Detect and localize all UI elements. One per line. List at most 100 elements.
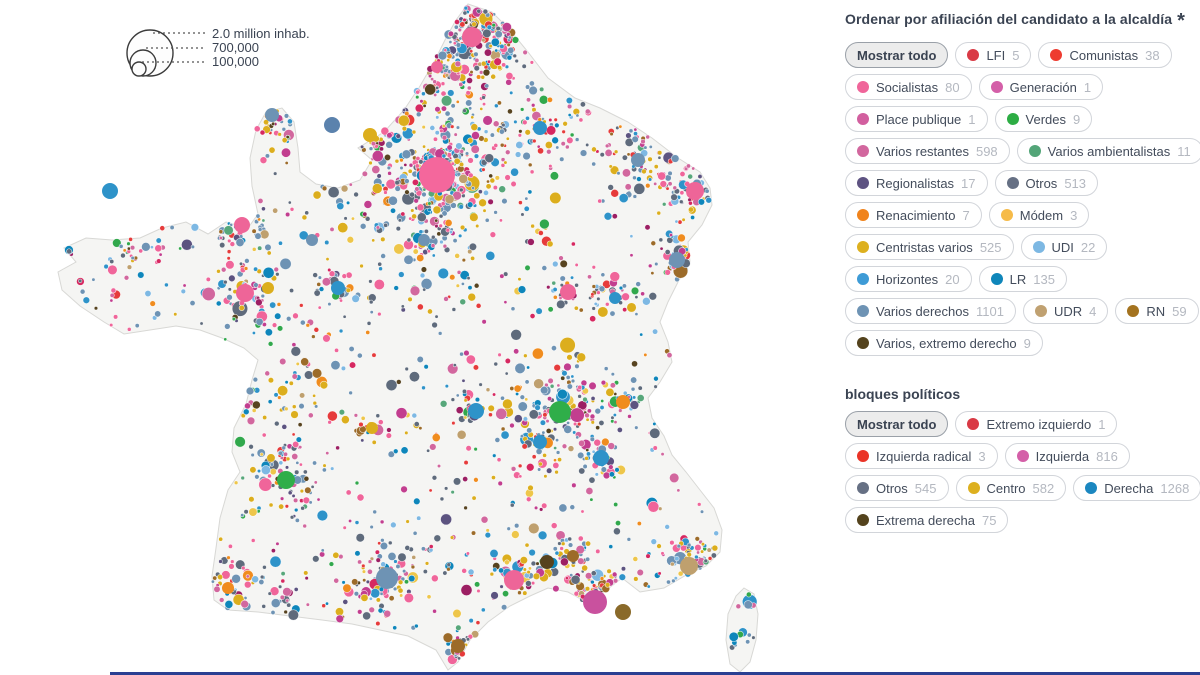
color-dot <box>1050 49 1063 61</box>
filter-pill-verdes[interactable]: Verdes 9 <box>994 106 1093 132</box>
filter-label: Centristas varios <box>876 239 973 255</box>
filter-pill-extremo-izquierdo[interactable]: Extremo izquierdo 1 <box>955 411 1118 437</box>
color-dot <box>1006 113 1019 125</box>
filter-count: 598 <box>975 143 998 159</box>
color-dot <box>857 450 869 462</box>
map-dots-canvas[interactable] <box>0 0 822 675</box>
filter-pill-otros[interactable]: Otros 545 <box>845 475 949 501</box>
filter-count: 59 <box>1172 303 1187 319</box>
filter-count: 75 <box>982 512 997 528</box>
blocks-filter-title: bloques políticos <box>845 386 961 402</box>
color-dot <box>857 209 869 221</box>
filter-pill-varios-derechos[interactable]: Varios derechos 1101 <box>845 298 1016 324</box>
filter-pill-regionalistas[interactable]: Regionalistas 17 <box>845 170 988 196</box>
filter-count: 1 <box>1098 416 1106 432</box>
filter-label: Derecha <box>1104 480 1154 496</box>
filter-label: LFI <box>986 47 1006 63</box>
filter-label: Comunistas <box>1069 47 1139 63</box>
filter-pill-comunistas[interactable]: Comunistas 38 <box>1038 42 1172 68</box>
filter-count: 582 <box>1032 480 1055 496</box>
filter-count: 545 <box>914 480 937 496</box>
color-dot <box>857 305 869 317</box>
filter-label: UDI <box>1051 239 1074 255</box>
color-dot <box>967 49 980 61</box>
color-dot <box>1085 482 1098 494</box>
color-dot <box>1016 450 1029 462</box>
color-dot <box>1034 305 1047 317</box>
filter-pill-socialistas[interactable]: Socialistas 80 <box>845 74 972 100</box>
color-dot <box>857 81 869 93</box>
filter-pill-place-publique[interactable]: Place publique 1 <box>845 106 988 132</box>
filter-count: 3 <box>1070 207 1078 223</box>
filter-count: 20 <box>945 271 960 287</box>
color-dot <box>857 273 869 285</box>
color-dot <box>1006 177 1019 189</box>
show-all-button[interactable]: Mostrar todo <box>845 42 949 68</box>
filter-pill-extrema-derecha[interactable]: Extrema derecha 75 <box>845 507 1009 533</box>
color-dot <box>1127 305 1140 317</box>
filter-pill-varios-extremo-derecho[interactable]: Varios, extremo derecho 9 <box>845 330 1043 356</box>
filter-count: 1 <box>1083 79 1092 95</box>
filter-pill-renacimiento[interactable]: Renacimiento 7 <box>845 202 982 228</box>
filter-pill-varios-ambientalistas[interactable]: Varios ambientalistas 11 <box>1016 138 1200 164</box>
filter-label: Izquierda <box>1035 448 1090 464</box>
color-dot <box>1000 209 1013 221</box>
filter-count: 135 <box>1033 271 1055 287</box>
filter-pill-derecha[interactable]: Derecha 1268 <box>1073 475 1200 501</box>
filter-label: Place publique <box>876 111 962 127</box>
filter-label: Regionalistas <box>876 175 955 191</box>
filter-pill-izquierda[interactable]: Izquierda 816 <box>1004 443 1130 469</box>
filter-count: 80 <box>945 79 960 95</box>
filter-count: 22 <box>1080 239 1096 255</box>
france-bubble-map: 2.0 million inhab. 700,000 100,000 <box>0 0 822 675</box>
filter-label: Renacimiento <box>876 207 956 223</box>
filter-pill-varios-restantes[interactable]: Varios restantes 598 <box>845 138 1010 164</box>
filter-label: Módem <box>1019 207 1064 223</box>
filter-count: 17 <box>961 175 976 191</box>
filter-count: 9 <box>1073 111 1081 127</box>
blocks-filter-group: Mostrar todo Extremo izquierdo 1 Izquierda … <box>845 411 1200 533</box>
filter-count: 4 <box>1089 303 1097 319</box>
filter-label: Centro <box>986 480 1026 496</box>
filter-label: UDR <box>1053 303 1083 319</box>
filter-count: 1268 <box>1160 480 1190 496</box>
filter-count: 525 <box>979 239 1002 255</box>
color-dot <box>857 514 869 526</box>
filter-pill-centristas-varios[interactable]: Centristas varios 525 <box>845 234 1014 260</box>
filter-pill-udi[interactable]: UDI 22 <box>1020 234 1108 260</box>
affiliation-filter-title: Ordenar por afiliación del candidato a l… <box>845 10 1200 33</box>
filter-pill-lr[interactable]: LR 135 <box>978 266 1067 292</box>
color-dot <box>990 273 1003 285</box>
filter-pill-horizontes[interactable]: Horizontes 20 <box>845 266 972 292</box>
filter-pill-lfi[interactable]: LFI 5 <box>955 42 1032 68</box>
color-dot <box>967 418 980 430</box>
filter-count: 1101 <box>975 303 1004 319</box>
filter-label: Otros <box>876 480 908 496</box>
filter-count: 513 <box>1064 175 1087 191</box>
color-dot <box>857 337 869 349</box>
filter-pill-modem[interactable]: Módem 3 <box>988 202 1090 228</box>
color-dot <box>857 177 869 189</box>
filter-pill-otros[interactable]: Otros 513 <box>994 170 1099 196</box>
filter-label: Socialistas <box>876 79 939 95</box>
color-dot <box>857 145 869 157</box>
filter-pill-udr[interactable]: UDR 4 <box>1022 298 1109 324</box>
filter-pill-rn[interactable]: RN 59 <box>1115 298 1199 324</box>
filter-label: Varios derechos <box>876 303 969 319</box>
affiliation-filter-title-text: Ordenar por afiliación del candidato a l… <box>845 11 1173 27</box>
filter-label: Extremo izquierdo <box>986 416 1092 432</box>
filters-panel: Ordenar por afiliación del candidato a l… <box>845 10 1200 533</box>
filter-label: Verdes <box>1025 111 1067 127</box>
filter-pill-izquierda-radical[interactable]: Izquierda radical 3 <box>845 443 998 469</box>
filter-pill-centro[interactable]: Centro 582 <box>955 475 1067 501</box>
filter-label: Varios restantes <box>876 143 969 159</box>
filter-count: 3 <box>978 448 986 464</box>
show-all-button[interactable]: Mostrar todo <box>845 411 949 437</box>
filter-label: Extrema derecha <box>876 512 975 528</box>
filter-label: Horizontes <box>876 271 939 287</box>
filter-count: 38 <box>1145 47 1160 63</box>
color-dot <box>857 113 869 125</box>
filter-pill-generacion[interactable]: Generación 1 <box>978 74 1104 100</box>
color-dot <box>1032 241 1045 253</box>
color-dot <box>1028 145 1041 157</box>
